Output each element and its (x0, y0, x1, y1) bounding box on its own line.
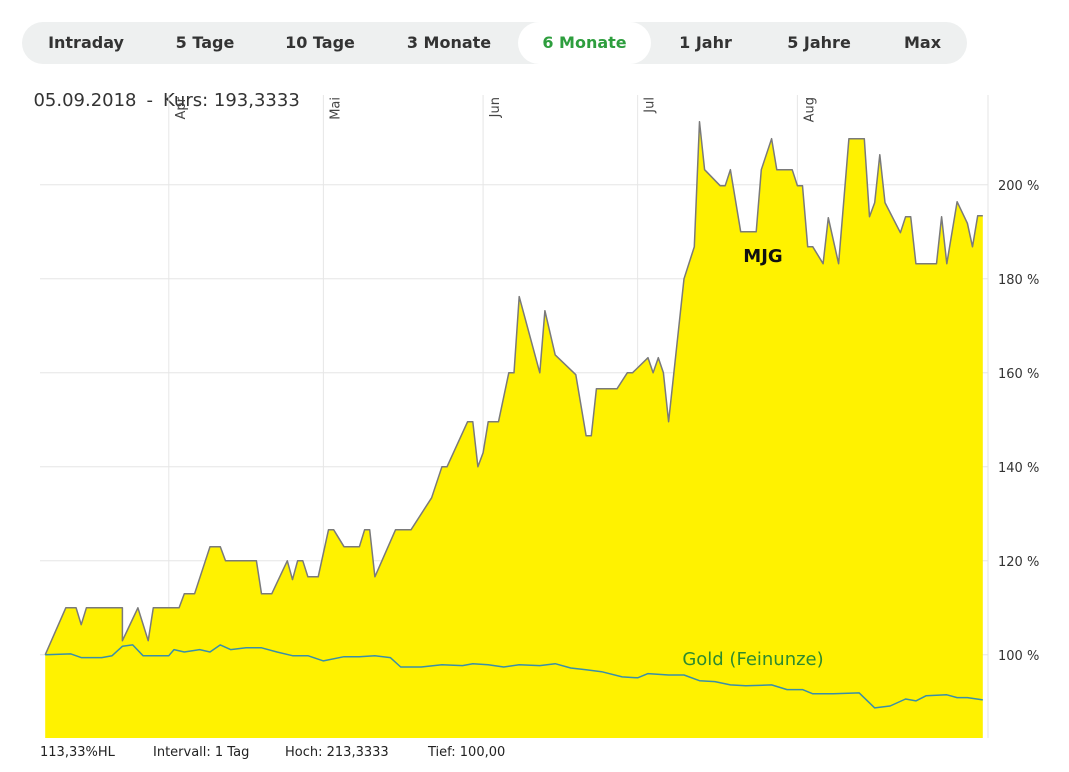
info-date: 05.09.2018 (33, 90, 137, 111)
range-tabs: Intraday 5 Tage 10 Tage 3 Monate 6 Monate 1 J… (22, 22, 967, 64)
info-separator: - (146, 90, 154, 111)
y-tick-label: 120 % (998, 555, 1039, 570)
x-tick-label: Apr (174, 96, 189, 119)
x-tick-label: Aug (802, 97, 817, 122)
range-tab[interactable]: 6 Monate (518, 22, 651, 64)
x-tick-label: Jun (488, 97, 503, 118)
footer-stat: 113,33%HL (40, 745, 115, 760)
range-tab[interactable]: 3 Monate (406, 33, 492, 52)
range-tab[interactable]: Max (903, 33, 942, 52)
footer-stat: Intervall: 1 Tag (153, 745, 250, 760)
y-tick-label: 180 % (998, 273, 1039, 288)
y-tick-label: 200 % (998, 179, 1039, 194)
x-tick-label: Jul (643, 97, 658, 114)
range-tab[interactable]: Intraday (48, 33, 124, 52)
x-tick-label: Mai (328, 97, 343, 120)
y-tick-label: 140 % (998, 461, 1039, 476)
footer-stat: Tief: 100,00 (428, 745, 506, 760)
series-label: Gold (Feinunze) (682, 649, 823, 670)
area (45, 121, 983, 739)
series-label: MJG (743, 246, 782, 267)
line (45, 644, 983, 709)
footer-stat: Hoch: 213,3333 (285, 745, 389, 760)
range-tab[interactable]: 5 Tage (175, 33, 235, 52)
y-tick-label: 100 % (998, 649, 1039, 664)
range-tab[interactable]: 10 Tage (285, 33, 355, 52)
info-line: 05.09.2018- Kurs: 193,3333 (22, 69, 310, 111)
line (44, 121, 983, 656)
info-price: Kurs: 193,3333 (163, 90, 300, 111)
range-tab[interactable]: 5 Jahre (787, 33, 851, 52)
range-tab[interactable]: 1 Jahr (679, 33, 732, 52)
y-tick-label: 160 % (998, 367, 1039, 382)
